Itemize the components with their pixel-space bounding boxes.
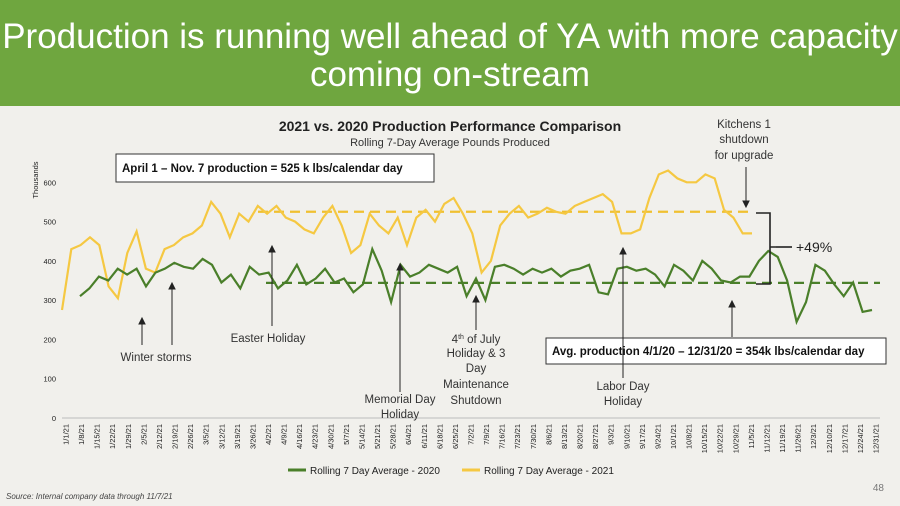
x-axis-ticks: 1/1/21 1/8/21 1/15/21 1/22/21 1/29/21 2/5/21 2… (62, 424, 881, 453)
y-tick-label: 100 (43, 375, 56, 384)
x-tick-label: 10/15/21 (700, 424, 709, 453)
y-tick-label: 0 (52, 414, 56, 423)
x-tick-label: 4/30/21 (326, 424, 335, 449)
annotation-memorial-line1: Memorial Day (365, 394, 436, 406)
annotation-kitchens-line1: Kitchens 1 (717, 119, 771, 131)
legend-label-2020: Rolling 7 Day Average - 2020 (310, 466, 440, 477)
y-axis-ticks: 0 100 200 300 400 500 600 (43, 178, 56, 423)
x-tick-label: 11/26/21 (794, 424, 803, 453)
x-tick-label: 7/16/21 (498, 424, 507, 449)
x-tick-label: 6/4/21 (404, 424, 413, 445)
annotation-winter-storms: Winter storms (121, 352, 192, 364)
x-tick-label: 10/8/21 (685, 424, 694, 449)
x-tick-label: 9/10/21 (622, 424, 631, 449)
x-tick-label: 1/8/21 (77, 424, 86, 445)
series-line-2021 (60, 169, 752, 311)
x-tick-label: 10/1/21 (669, 424, 678, 449)
annotation-labor-line1: Labor Day (596, 381, 649, 393)
x-tick-label: 1/22/21 (108, 424, 117, 449)
x-tick-label: 11/19/21 (778, 424, 787, 453)
annotation-kitchens-line3: for upgrade (715, 150, 774, 162)
x-tick-label: 2/26/21 (186, 424, 195, 449)
x-tick-label: 3/26/21 (248, 424, 257, 449)
y-axis-label: Thousands (31, 161, 40, 198)
x-tick-label: 12/31/21 (872, 424, 881, 453)
annotation-july-line1: 4th of July (452, 334, 501, 346)
x-tick-label: 4/16/21 (295, 424, 304, 449)
chart-subtitle: Rolling 7-Day Average Pounds Produced (350, 137, 550, 149)
x-tick-label: 2/19/21 (171, 424, 180, 449)
x-tick-label: 3/19/21 (233, 424, 242, 449)
x-tick-label: 4/2/21 (264, 424, 273, 445)
y-tick-label: 200 (43, 335, 56, 344)
label-box-2021-average (115, 153, 435, 183)
x-tick-label: 11/12/21 (762, 424, 771, 453)
x-tick-label: 8/6/21 (544, 424, 553, 445)
x-tick-label: 12/24/21 (856, 424, 865, 453)
x-tick-label: 3/12/21 (217, 424, 226, 449)
x-tick-label: 9/17/21 (638, 424, 647, 449)
annotation-july-line2: Holiday & 3 (447, 348, 506, 360)
x-tick-label: 7/2/21 (467, 424, 476, 445)
x-tick-label: 12/17/21 (840, 424, 849, 453)
slide-title-line-2: coming on-stream (309, 55, 591, 94)
x-tick-label: 5/28/21 (389, 424, 398, 449)
x-tick-label: 2/12/21 (155, 424, 164, 449)
legend-label-2021: Rolling 7 Day Average - 2021 (484, 466, 614, 477)
x-tick-label: 9/24/21 (653, 424, 662, 449)
x-tick-label: 11/5/21 (747, 424, 756, 448)
title-banner: Production is running well ahead of YA w… (0, 0, 900, 106)
annotation-kitchens-line2: shutdown (719, 134, 768, 146)
page-number: 48 (873, 483, 885, 494)
annotation-increase: +49% (796, 239, 832, 255)
x-tick-label: 12/3/21 (809, 424, 818, 449)
x-tick-label: 7/30/21 (529, 424, 538, 449)
label-2020-average: Avg. production 4/1/20 – 12/31/20 = 354k… (552, 346, 865, 358)
label-2021-average: April 1 – Nov. 7 production = 525 k lbs/… (122, 163, 403, 175)
x-tick-label: 6/18/21 (435, 424, 444, 449)
chart-title: 2021 vs. 2020 Production Performance Com… (279, 118, 621, 134)
y-tick-label: 400 (43, 257, 56, 266)
annotation-july-line4: Maintenance (443, 379, 509, 391)
x-tick-label: 3/5/21 (202, 424, 211, 445)
annotation-july-line3: Day (466, 363, 487, 375)
x-tick-label: 8/20/21 (576, 424, 585, 449)
x-tick-label: 5/21/21 (373, 424, 382, 449)
x-tick-label: 4/23/21 (311, 424, 320, 449)
annotation-easter: Easter Holiday (231, 333, 306, 345)
increase-bracket (756, 212, 776, 285)
x-tick-label: 5/7/21 (342, 424, 351, 445)
x-tick-label: 7/23/21 (513, 424, 522, 449)
x-tick-label: 10/22/21 (716, 424, 725, 453)
annotation-july-line5: Shutdown (450, 395, 501, 407)
x-tick-label: 9/3/21 (607, 424, 616, 445)
x-tick-label: 2/5/21 (139, 424, 148, 445)
x-tick-label: 7/9/21 (482, 424, 491, 445)
x-tick-label: 4/9/21 (280, 424, 289, 445)
slide-title-line-1: Production is running well ahead of YA w… (2, 17, 898, 56)
label-box-2020-average (545, 337, 887, 365)
y-tick-label: 300 (43, 296, 56, 305)
x-tick-label: 8/13/21 (560, 424, 569, 449)
x-tick-label: 6/25/21 (451, 424, 460, 449)
x-tick-label: 8/27/21 (591, 424, 600, 449)
series-line-2020 (79, 245, 873, 326)
y-tick-label: 500 (43, 218, 56, 227)
x-tick-label: 1/29/21 (124, 424, 133, 449)
annotation-arrows (138, 167, 750, 392)
source-note: Source: Internal company data through 11… (6, 492, 173, 501)
annotation-labor-line2: Holiday (604, 396, 643, 408)
x-tick-label: 1/1/21 (62, 424, 71, 445)
x-tick-label: 6/11/21 (420, 424, 429, 448)
y-tick-label: 600 (43, 178, 56, 187)
x-tick-label: 10/29/21 (731, 424, 740, 453)
x-tick-label: 12/10/21 (825, 424, 834, 453)
x-tick-label: 1/15/21 (93, 424, 102, 449)
annotation-memorial-line2: Holiday (381, 409, 420, 421)
x-tick-label: 5/14/21 (357, 424, 366, 449)
